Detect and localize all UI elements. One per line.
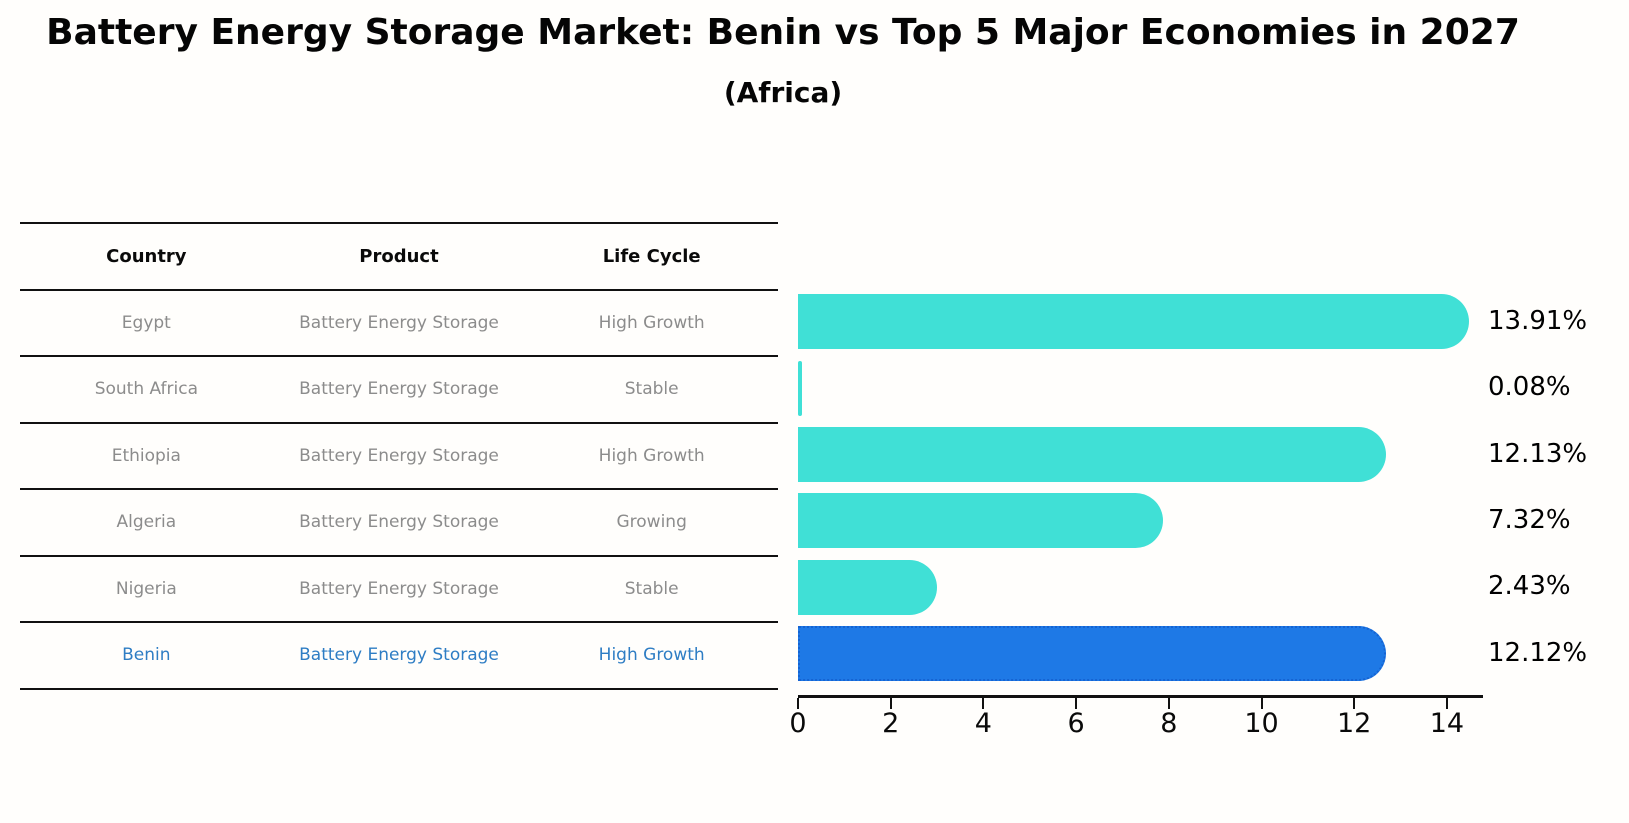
cell-product: Battery Energy Storage <box>299 645 499 666</box>
table-row: Nigeria Battery Energy Storage Stable <box>20 557 778 623</box>
x-axis-tick-label: 0 <box>789 708 807 739</box>
value-label: 12.13% <box>1488 438 1588 469</box>
cell-product: Battery Energy Storage <box>299 379 499 400</box>
x-axis-line <box>798 695 1483 698</box>
cell-country: Benin <box>122 645 171 666</box>
cell-product: Battery Energy Storage <box>299 512 499 533</box>
bar-egypt <box>798 294 1469 350</box>
cell-product: Battery Energy Storage <box>299 578 499 599</box>
table-row: Algeria Battery Energy Storage Growing <box>20 490 778 557</box>
table-header-row: Country Product Life Cycle <box>20 224 778 291</box>
cell-product: Battery Energy Storage <box>299 312 499 333</box>
bar-ethiopia <box>798 427 1387 482</box>
chart-subtitle: (Africa) <box>723 76 843 109</box>
cell-country: South Africa <box>94 379 198 400</box>
cell-country: Egypt <box>121 312 171 333</box>
value-label: 12.12% <box>1488 637 1588 668</box>
value-label: 2.43% <box>1488 571 1571 602</box>
x-axis-tick <box>982 698 985 709</box>
chart-title: Battery Energy Storage Market: Benin vs … <box>46 12 1520 53</box>
x-axis-tick-label: 2 <box>882 708 900 739</box>
x-axis-tick <box>1260 698 1263 709</box>
cell-life-cycle: High Growth <box>598 645 705 666</box>
table-row: Ethiopia Battery Energy Storage High Growt… <box>20 424 778 490</box>
table-header-cell: Product <box>359 245 439 267</box>
cell-life-cycle: Growing <box>616 512 687 533</box>
bar-nigeria <box>798 559 937 615</box>
table-row: Benin Battery Energy Storage High Growth <box>20 623 778 690</box>
cell-country: Algeria <box>116 512 177 533</box>
x-axis-tick-label: 12 <box>1337 708 1372 739</box>
value-label: 0.08% <box>1488 372 1571 403</box>
cell-country: Nigeria <box>115 578 177 599</box>
cell-country: Ethiopia <box>111 445 181 466</box>
cell-life-cycle: High Growth <box>598 312 705 333</box>
x-axis-tick-label: 10 <box>1244 708 1279 739</box>
bar-benin <box>798 626 1386 682</box>
cell-life-cycle: Stable <box>624 379 679 400</box>
table-header-cell: Life Cycle <box>602 245 701 267</box>
table-row: Egypt Battery Energy Storage High Growth <box>20 291 778 357</box>
value-label: 13.91% <box>1488 305 1588 336</box>
x-axis-tick-label: 14 <box>1429 708 1465 739</box>
table-header-cell: Country <box>106 245 187 267</box>
cell-life-cycle: Stable <box>624 578 679 599</box>
x-axis-tick <box>1167 698 1170 709</box>
x-axis-tick <box>1075 698 1078 709</box>
x-axis-tick <box>889 698 892 709</box>
x-axis-tick-label: 8 <box>1160 708 1178 739</box>
x-axis-tick <box>1445 698 1448 709</box>
cell-life-cycle: High Growth <box>598 445 705 466</box>
bar-algeria <box>798 493 1164 549</box>
country-table: Country Product Life Cycle Egypt Battery Ene… <box>20 222 778 690</box>
cell-product: Battery Energy Storage <box>299 445 499 466</box>
bar-south-africa <box>798 360 802 416</box>
x-axis-tick <box>797 698 799 709</box>
value-label: 7.32% <box>1488 504 1571 535</box>
x-axis-tick-label: 4 <box>974 708 992 739</box>
table-row: South Africa Battery Energy Storage Stable <box>20 357 778 424</box>
x-axis-tick-label: 6 <box>1067 708 1085 739</box>
x-axis-tick <box>1353 698 1356 709</box>
